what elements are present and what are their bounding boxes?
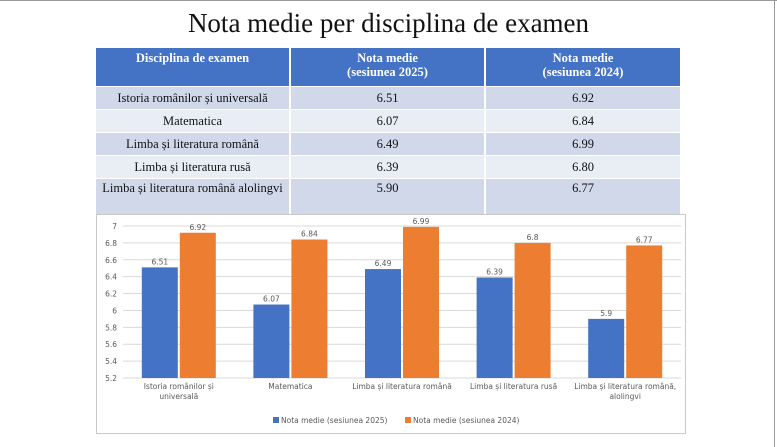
y-tick-label: 5.4 (105, 357, 117, 366)
value-2025-cell: 6.51 (290, 86, 486, 110)
data-label: 5.9 (600, 309, 612, 318)
header-2024-line2: (sesiunea 2024) (542, 65, 624, 79)
header-2024-line1: Nota medie (552, 51, 614, 65)
table-row: Istoria românilor și universală 6.51 6.9… (96, 86, 680, 110)
header-2025-line2: (sesiunea 2025) (347, 65, 428, 79)
table-row: Limba și literatura română alolingvi 5.9… (96, 178, 680, 215)
data-label: 6.8 (527, 233, 539, 242)
data-label: 6.99 (413, 217, 430, 226)
grades-table: Disciplina de examen Nota medie (sesiune… (96, 48, 680, 215)
table-row: Limba și literatura rusă 6.39 6.80 (96, 155, 680, 179)
right-border (774, 0, 775, 447)
header-subject-line1: Disciplina de examen (135, 51, 250, 65)
bar (291, 239, 328, 378)
x-tick-label: Limba și literatura română, (574, 382, 676, 391)
y-tick-label: 6 (112, 306, 117, 315)
y-tick-label: 7 (112, 222, 117, 231)
y-tick-label: 5.8 (105, 323, 117, 332)
data-label: 6.07 (263, 295, 280, 304)
x-tick-label: Istoria românilor și (144, 382, 214, 391)
data-label: 6.49 (375, 259, 392, 268)
value-2024-cell: 6.84 (485, 109, 680, 133)
x-tick-label: alolingvi (609, 392, 640, 401)
header-2024: Nota medie (sesiunea 2024) (485, 48, 680, 87)
subject-cell: Limba și literatura rusă (96, 155, 291, 179)
value-2025-cell: 6.49 (290, 132, 486, 156)
value-2025-cell: 5.90 (290, 178, 486, 215)
legend-label: Nota medie (sesiunea 2024) (413, 416, 520, 425)
bar (179, 232, 216, 378)
bar (403, 226, 439, 378)
header-2025: Nota medie (sesiunea 2025) (290, 48, 486, 87)
legend-swatch (273, 417, 279, 423)
data-label: 6.77 (636, 235, 653, 244)
subject-cell: Limba și literatura română alolingvi (96, 178, 291, 215)
y-tick-label: 5.6 (105, 340, 117, 349)
y-tick-label: 5.2 (105, 374, 117, 383)
data-label: 6.39 (486, 268, 503, 277)
table-row: Matematica 6.07 6.84 (96, 109, 680, 133)
bar (514, 242, 551, 378)
header-subject: Disciplina de examen (96, 48, 291, 87)
x-tick-label: Limba și literatura română (352, 382, 452, 391)
bar (141, 267, 178, 378)
data-label: 6.92 (189, 223, 206, 232)
header-2025-line1: Nota medie (357, 51, 418, 65)
value-2024-cell: 6.99 (485, 132, 680, 156)
table-header-row: Disciplina de examen Nota medie (sesiune… (96, 48, 680, 87)
table-row: Limba și literatura română 6.49 6.99 (96, 132, 680, 156)
bar (476, 277, 513, 378)
bar-chart: 7 6.8 6.6 6.4 6.2 6 5.8 5.6 5.4 5.2 6.51 6.92 Istori… (96, 214, 686, 434)
y-tick-label: 6.4 (105, 273, 117, 282)
value-2025-cell: 6.07 (290, 109, 486, 133)
top-border (0, 0, 777, 1)
bar (626, 245, 663, 378)
page-title: Nota medie per disciplina de examen (187, 8, 590, 38)
y-tick-label: 6.2 (105, 290, 117, 299)
x-tick-label: Matematica (268, 382, 312, 391)
data-label: 6.84 (301, 230, 318, 239)
y-tick-label: 6.8 (105, 239, 117, 248)
x-tick-label: universală (159, 392, 198, 401)
data-label: 6.51 (151, 257, 168, 266)
y-tick-label: 6.6 (105, 256, 117, 265)
value-2024-cell: 6.77 (485, 178, 680, 215)
subject-cell: Matematica (96, 109, 291, 133)
value-2024-cell: 6.92 (485, 86, 680, 110)
value-2024-cell: 6.80 (485, 155, 680, 179)
bar (365, 269, 401, 378)
subject-cell: Limba și literatura română (96, 132, 291, 156)
bar (588, 318, 625, 378)
bar (253, 304, 290, 378)
subject-cell: Istoria românilor și universală (96, 86, 291, 110)
x-tick-label: Limba și literatura rusă (470, 382, 557, 391)
value-2025-cell: 6.39 (290, 155, 486, 179)
legend-label: Nota medie (sesiunea 2025) (281, 416, 388, 425)
legend-swatch (405, 417, 411, 423)
bar-chart-canvas: 7 6.8 6.6 6.4 6.2 6 5.8 5.6 5.4 5.2 6.51 6.92 Istori… (105, 217, 681, 425)
